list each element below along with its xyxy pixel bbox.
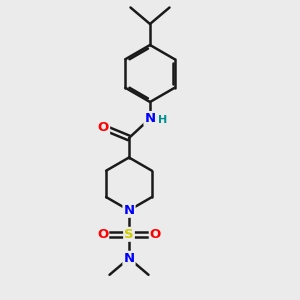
- Text: N: N: [144, 112, 156, 125]
- Text: O: O: [150, 228, 161, 241]
- Text: N: N: [123, 204, 135, 217]
- Text: H: H: [158, 115, 167, 125]
- Text: O: O: [98, 121, 109, 134]
- Text: N: N: [123, 252, 135, 265]
- Text: O: O: [97, 228, 108, 241]
- Text: S: S: [124, 228, 134, 241]
